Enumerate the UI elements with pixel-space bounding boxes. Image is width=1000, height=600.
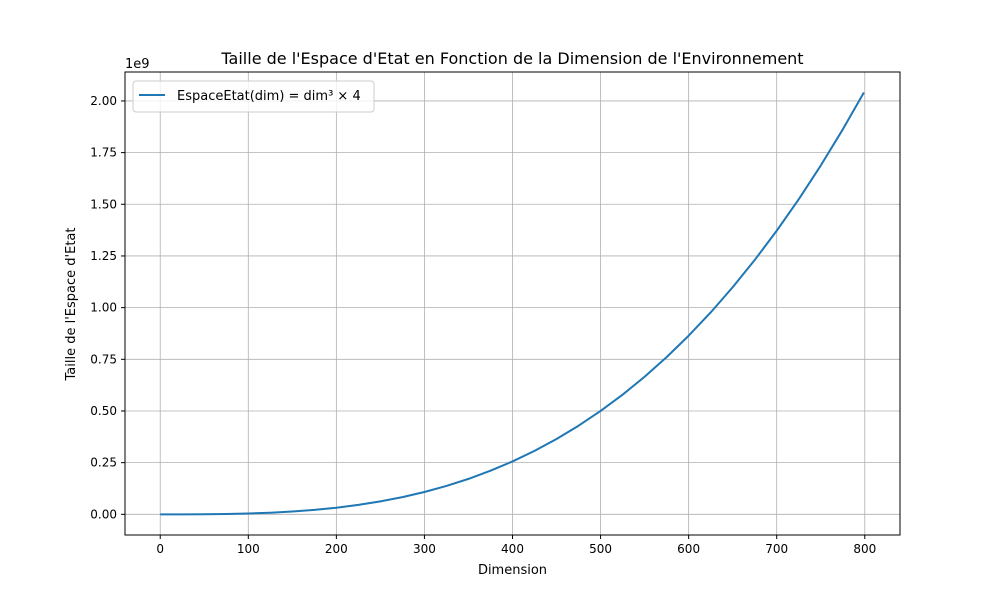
x-tick-label: 100 [237, 542, 260, 556]
y-tick-label: 1.00 [90, 301, 117, 315]
chart-title: Taille de l'Espace d'Etat en Fonction de… [220, 49, 803, 68]
series-line [160, 92, 865, 516]
y-tick-label: 0.50 [90, 404, 117, 418]
x-tick-label: 500 [589, 542, 612, 556]
y-axis-label: Taille de l'Espace d'Etat [64, 228, 79, 382]
x-tick-label: 800 [853, 542, 876, 556]
y-tick-label: 0.00 [90, 507, 117, 521]
y-axis-offset-text: 1e9 [125, 57, 150, 72]
series-layer [160, 92, 865, 516]
y-tick-label: 0.25 [90, 456, 117, 470]
x-tick-label: 700 [765, 542, 788, 556]
x-tick-label: 600 [677, 542, 700, 556]
x-axis: 0 100 200 300 400 500 600 700 800 [156, 535, 876, 556]
y-axis: 0.00 0.25 0.50 0.75 1.00 1.25 1.50 1.75 2.00 [90, 94, 125, 521]
y-tick-label: 1.50 [90, 197, 117, 211]
y-tick-label: 2.00 [90, 94, 117, 108]
legend: EspaceEtat(dim) = dim³ × 4 [132, 80, 375, 113]
x-tick-label: 200 [325, 542, 348, 556]
y-tick-label: 1.75 [90, 146, 117, 160]
y-tick-label: 1.25 [90, 249, 117, 263]
x-axis-label: Dimension [478, 563, 547, 578]
legend-label: EspaceEtat(dim) = dim³ × 4 [177, 89, 361, 104]
grid-lines [125, 72, 900, 535]
x-tick-label: 0 [156, 542, 164, 556]
legend-box [132, 80, 375, 113]
x-tick-label: 400 [501, 542, 524, 556]
x-tick-label: 300 [413, 542, 436, 556]
y-tick-label: 0.75 [90, 352, 117, 366]
